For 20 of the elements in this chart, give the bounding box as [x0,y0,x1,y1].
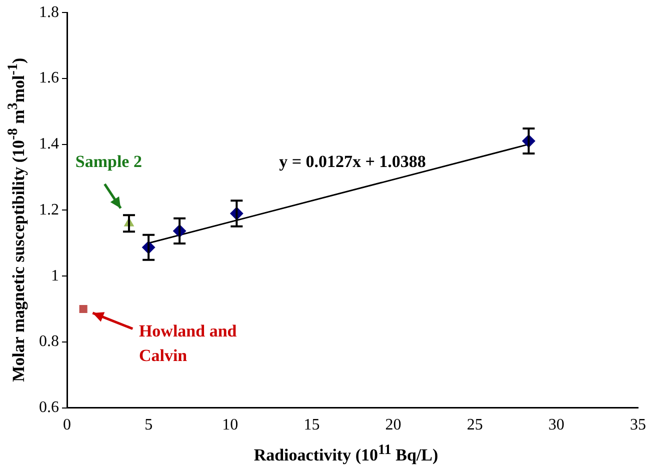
x-tick-label: 0 [63,416,71,434]
y-tick-label: 1 [51,267,59,284]
y-tick-label: 1.6 [39,70,59,87]
annotation: Sample 2 [75,152,142,172]
y-tick-label: 1.2 [39,201,59,218]
y-tick-label: 0.8 [39,333,59,350]
x-tick-label: 15 [304,416,320,434]
x-tick-label: 5 [144,416,153,434]
x-tick-label: 25 [466,416,483,434]
x-tick-label: 10 [222,416,238,434]
x-tick-label: 30 [548,416,564,434]
y-tick-label: 0.6 [39,399,59,416]
annotation: y = 0.0127x + 1.0388 [279,152,426,172]
y-tick-label: 1.4 [39,136,59,153]
y-tick-label: 1.8 [39,4,59,21]
annotation: Howland and Calvin [138,321,238,366]
x-tick-label: 20 [385,416,402,434]
point [79,304,88,314]
x-tick-label: 35 [630,416,646,434]
x-axis-title: Radioactivity (10$^{11}$ Bq/L) [252,442,440,466]
